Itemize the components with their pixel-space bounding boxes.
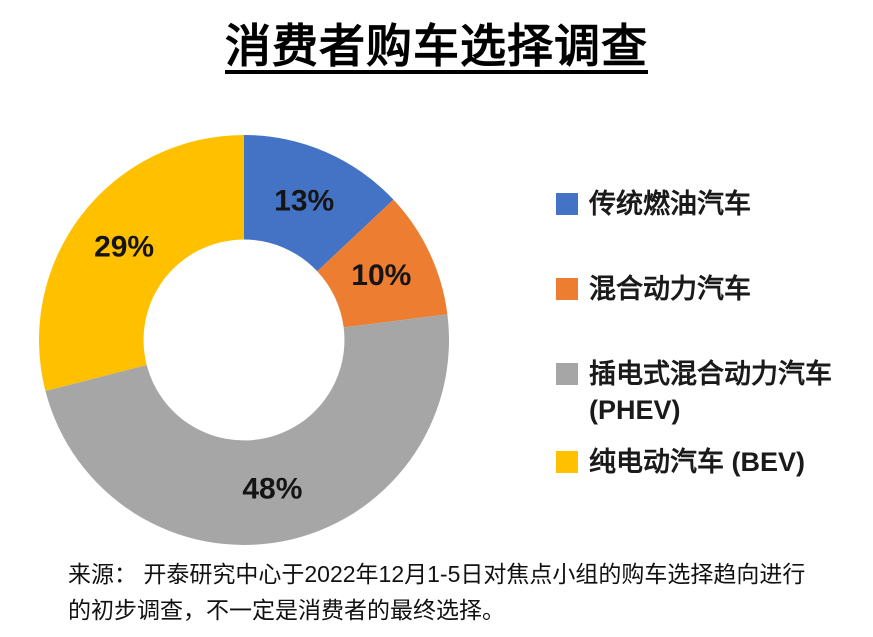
source-note: 来源： 开泰研究中心于2022年12月1-5日对焦点小组的购车选择趋向进行 的初…	[68, 556, 848, 628]
source-line-1: 来源： 开泰研究中心于2022年12月1-5日对焦点小组的购车选择趋向进行	[68, 561, 806, 587]
donut-svg: 13% 10% 48% 29%	[38, 135, 449, 545]
legend-item-1: 混合动力汽车	[556, 271, 751, 307]
legend-item-2: 插电式混合动力汽车 (PHEV)	[556, 356, 851, 428]
donut-segment-2	[45, 314, 449, 545]
donut-chart: 13% 10% 48% 29%	[24, 122, 464, 562]
legend-item-0: 传统燃油汽车	[556, 186, 751, 222]
legend-swatch-icon	[556, 193, 578, 215]
legend: 传统燃油汽车 混合动力汽车插电式混合动力汽车 (PHEV) 纯电动汽车 (BEV)	[556, 172, 868, 502]
segment-label-0: 13%	[274, 184, 334, 217]
donut-segment-3	[38, 135, 245, 391]
legend-label: 混合动力汽车	[589, 274, 751, 304]
donut-segment-0	[244, 135, 394, 272]
legend-label: 纯电动汽车 (BEV)	[589, 447, 805, 477]
legend-label: 传统燃油汽车	[589, 189, 751, 219]
legend-swatch-icon	[556, 363, 578, 385]
chart-title: 消费者购车选择调查	[225, 20, 648, 72]
segment-label-1: 10%	[351, 259, 411, 292]
donut-segment-1	[317, 199, 448, 328]
segment-label-3: 29%	[94, 231, 154, 264]
segment-label-2: 48%	[242, 473, 302, 506]
source-line-2: 的初步调查，不一定是消费者的最终选择。	[68, 597, 505, 623]
legend-swatch-icon	[556, 278, 578, 300]
legend-item-3: 纯电动汽车 (BEV)	[556, 444, 805, 480]
legend-label: 插电式混合动力汽车 (PHEV)	[589, 359, 832, 425]
legend-swatch-icon	[556, 451, 578, 473]
